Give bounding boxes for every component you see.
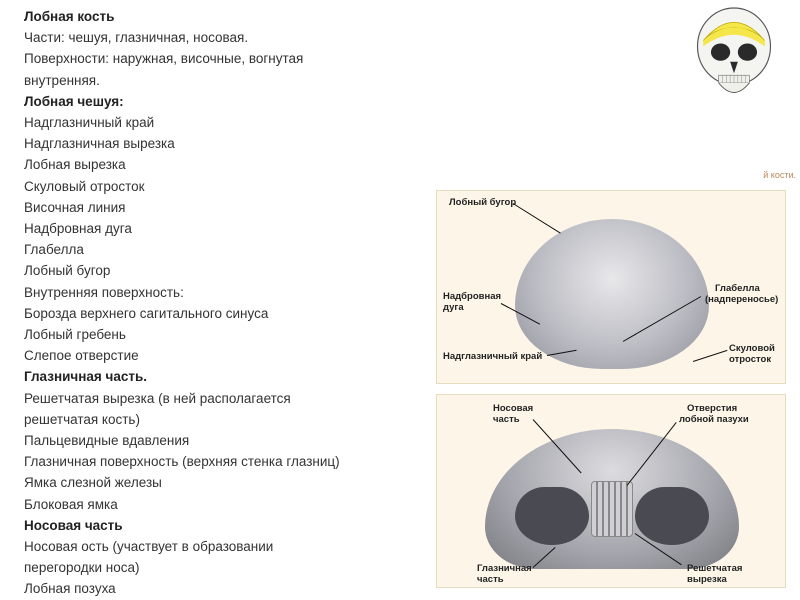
figure-frontal-inferior: Носовая часть Отверстия лобной пазухи Гл… (436, 394, 786, 588)
orbit-left (515, 487, 589, 545)
line-19: решетчатая кость) (24, 409, 444, 430)
line-26: перегородки носа) (24, 557, 444, 578)
line-23: Блоковая ямка (24, 494, 444, 515)
label-skul-1: Скуловой (729, 343, 775, 354)
label-glaz-1: Глазничная (477, 563, 532, 574)
line-9: Височная линия (24, 197, 444, 218)
line-21: Глазничная поверхность (верхняя стенка г… (24, 451, 444, 472)
line-17: Глазничная часть. (24, 366, 444, 387)
lead-skul (693, 350, 728, 362)
line-18: Решетчатая вырезка (в ней располагается (24, 388, 444, 409)
line-22: Ямка слезной железы (24, 472, 444, 493)
label-glaz-2: часть (477, 574, 504, 585)
line-5: Надглазничный край (24, 112, 444, 133)
line-3: внутренняя. (24, 70, 444, 91)
line-14: Борозда верхнего сагитального синуса (24, 303, 444, 324)
text-column: Лобная кость Части: чешуя, глазничная, н… (24, 6, 444, 600)
line-7: Лобная вырезка (24, 154, 444, 175)
line-16: Слепое отверстие (24, 345, 444, 366)
label-skul-2: отросток (729, 354, 771, 365)
line-12: Лобный бугор (24, 260, 444, 281)
label-nadbrov-2: дуга (443, 302, 464, 313)
line-24: Носовая часть (24, 515, 444, 536)
ethmoid-notch (591, 481, 633, 537)
label-resh-1: Решетчатая (687, 563, 742, 574)
line-2: Поверхности: наружная, височные, вогнута… (24, 48, 444, 69)
frontal-bone-shape (515, 219, 709, 369)
line-27: Лобная позуха (24, 578, 444, 599)
skull-thumbnail (686, 2, 782, 110)
label-otv-2: лобной пазухи (679, 414, 749, 425)
line-15: Лобный гребень (24, 324, 444, 345)
label-lobny-bugor: Лобный бугор (449, 197, 516, 208)
line-1: Части: чешуя, глазничная, носовая. (24, 27, 444, 48)
line-20: Пальцевидные вдавления (24, 430, 444, 451)
line-4: Лобная чешуя: (24, 91, 444, 112)
lead-lobny-bugor (513, 203, 561, 234)
label-nadglaz-kray: Надглазничный край (443, 351, 542, 362)
label-resh-2: вырезка (687, 574, 727, 585)
line-8: Скуловый отросток (24, 176, 444, 197)
line-13: Внутренняя поверхность: (24, 282, 444, 303)
label-otv-1: Отверстия (687, 403, 737, 414)
line-6: Надглазничная вырезка (24, 133, 444, 154)
label-glabella-1: Глабелла (715, 283, 760, 294)
label-nosovaya-2: часть (493, 414, 520, 425)
skull-caption-fragment: й кости. (763, 170, 796, 180)
line-11: Глабелла (24, 239, 444, 260)
label-glabella-2: (надпереносье) (705, 294, 778, 305)
label-nadbrov-1: Надбровная (443, 291, 501, 302)
label-nosovaya-1: Носовая (493, 403, 533, 414)
line-25: Носовая ость (участвует в образовании (24, 536, 444, 557)
figure-frontal-anterior: Лобный бугор Надбровная дуга Глабелла (н… (436, 190, 786, 384)
line-10: Надбровная дуга (24, 218, 444, 239)
orbit-right (635, 487, 709, 545)
line-0: Лобная кость (24, 6, 444, 27)
